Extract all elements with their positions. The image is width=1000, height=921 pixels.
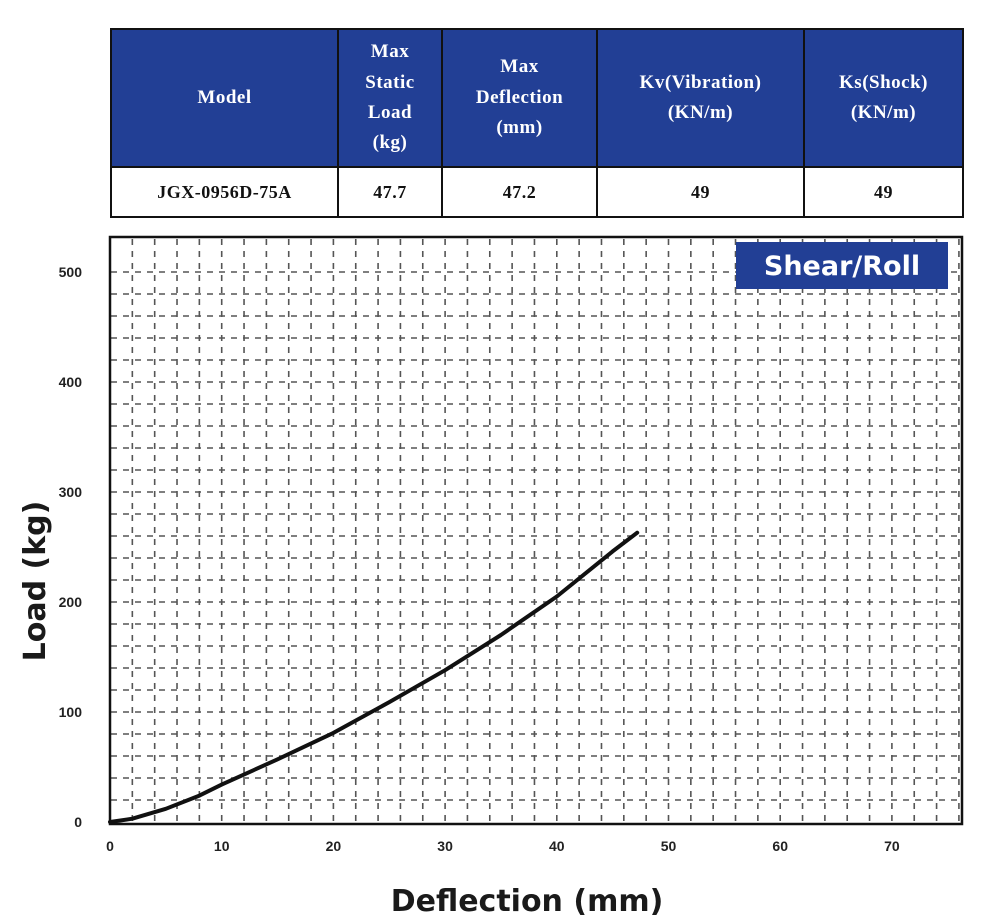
header-kv-vibration: Kv(Vibration) (KN/m): [596, 28, 805, 168]
cell-ks-shock: 49: [803, 166, 964, 218]
y-tick-label: 400: [59, 374, 83, 390]
cell-max-deflection: 47.2: [441, 166, 598, 218]
shear-roll-badge: [736, 242, 948, 289]
x-tick-label: 20: [326, 838, 342, 854]
header-max-static-load: Max Static Load (kg): [337, 28, 443, 168]
x-tick-label: 40: [549, 838, 565, 854]
y-tick-label: 100: [59, 704, 83, 720]
spec-header-row: Model Max Static Load (kg) Max Deflectio…: [110, 28, 964, 168]
header-model: Model: [110, 28, 339, 168]
plot-frame: [108, 235, 964, 826]
y-tick-label: 300: [59, 484, 83, 500]
spec-data-row: JGX-0956D-75A 47.7 47.2 49 49: [110, 166, 964, 218]
header-ks-shock: Ks(Shock) (KN/m): [803, 28, 964, 168]
x-tick-labels: 0 10 20 30 40 50 60 70: [106, 838, 900, 854]
x-tick-label: 0: [106, 838, 114, 854]
x-tick-label: 70: [884, 838, 900, 854]
y-tick-label: 0: [74, 814, 82, 830]
shear-roll-badge-label: Shear/Roll: [764, 251, 920, 282]
load-deflection-curve: [108, 530, 640, 824]
x-axis-label: Deflection (mm): [391, 884, 664, 919]
x-tick-label: 10: [214, 838, 230, 854]
x-tick-label: 50: [661, 838, 677, 854]
y-tick-label: 500: [59, 264, 83, 280]
y-axis-label: Load (kg): [18, 501, 53, 662]
header-max-deflection: Max Deflection (mm): [441, 28, 598, 168]
cell-max-static-load: 47.7: [337, 166, 443, 218]
cell-kv-vibration: 49: [596, 166, 805, 218]
spec-table: Model Max Static Load (kg) Max Deflectio…: [110, 28, 964, 218]
chart-grid: [111, 239, 961, 823]
x-tick-label: 30: [437, 838, 453, 854]
y-tick-label: 200: [59, 594, 83, 610]
x-tick-label: 60: [772, 838, 788, 854]
cell-model: JGX-0956D-75A: [110, 166, 339, 218]
y-tick-labels: 0 100 200 300 400 500: [59, 264, 83, 830]
load-deflection-chart: 0 100 200 300 400 500 0 10 20 30 40 50 60 70 Shear/R…: [18, 235, 964, 919]
